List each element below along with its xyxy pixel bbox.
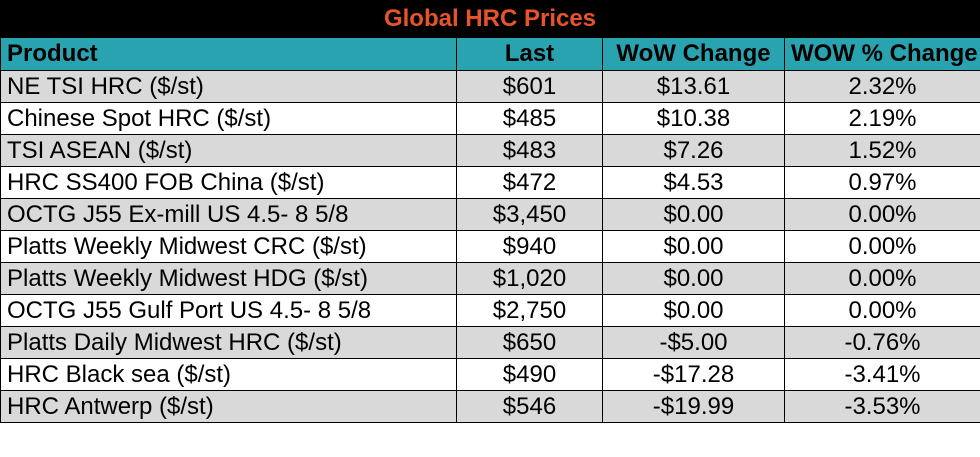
cell-wow-pct: 0.97%	[784, 166, 980, 199]
cell-wow-pct: -3.53%	[784, 390, 980, 423]
cell-last: $485	[456, 102, 603, 135]
cell-wow-pct: 2.32%	[784, 70, 980, 103]
cell-product: Platts Weekly Midwest CRC ($/st)	[0, 230, 457, 263]
cell-wow-change: $0.00	[602, 230, 785, 263]
cell-product: HRC Black sea ($/st)	[0, 358, 457, 391]
price-table: Product Last WoW Change WOW % Change NE …	[0, 37, 980, 423]
cell-wow-change: $0.00	[602, 294, 785, 327]
cell-last: $490	[456, 358, 603, 391]
cell-product: Platts Daily Midwest HRC ($/st)	[0, 326, 457, 359]
cell-wow-change: $0.00	[602, 198, 785, 231]
table-row: HRC SS400 FOB China ($/st) $472 $4.53 0.97%	[0, 166, 980, 199]
table-row: Platts Weekly Midwest CRC ($/st) $940 $0.0…	[0, 230, 980, 263]
table-row: HRC Black sea ($/st) $490 -$17.28 -3.41%	[0, 358, 980, 391]
cell-product: NE TSI HRC ($/st)	[0, 70, 457, 103]
table-title: Global HRC Prices	[0, 0, 980, 37]
header-row: Product Last WoW Change WOW % Change	[0, 37, 980, 71]
cell-product: HRC SS400 FOB China ($/st)	[0, 166, 457, 199]
cell-wow-change: -$17.28	[602, 358, 785, 391]
table-row: OCTG J55 Gulf Port US 4.5- 8 5/8 $2,750 $0…	[0, 294, 980, 327]
table-row: Platts Daily Midwest HRC ($/st) $650 -$5.0…	[0, 326, 980, 359]
cell-last: $650	[456, 326, 603, 359]
cell-wow-pct: -0.76%	[784, 326, 980, 359]
cell-wow-pct: 0.00%	[784, 294, 980, 327]
table-row: TSI ASEAN ($/st) $483 $7.26 1.52%	[0, 134, 980, 167]
table-row: NE TSI HRC ($/st) $601 $13.61 2.32%	[0, 70, 980, 103]
cell-wow-pct: 1.52%	[784, 134, 980, 167]
cell-last: $546	[456, 390, 603, 423]
cell-last: $601	[456, 70, 603, 103]
cell-wow-change: $7.26	[602, 134, 785, 167]
header-wow-change: WoW Change	[602, 37, 785, 71]
cell-last: $940	[456, 230, 603, 263]
cell-last: $472	[456, 166, 603, 199]
cell-wow-change: -$5.00	[602, 326, 785, 359]
cell-product: OCTG J55 Ex-mill US 4.5- 8 5/8	[0, 198, 457, 231]
cell-wow-pct: 0.00%	[784, 198, 980, 231]
cell-wow-change: -$19.99	[602, 390, 785, 423]
cell-wow-pct: -3.41%	[784, 358, 980, 391]
cell-product: Chinese Spot HRC ($/st)	[0, 102, 457, 135]
cell-product: Platts Weekly Midwest HDG ($/st)	[0, 262, 457, 295]
cell-wow-pct: 2.19%	[784, 102, 980, 135]
cell-product: HRC Antwerp ($/st)	[0, 390, 457, 423]
cell-wow-pct: 0.00%	[784, 230, 980, 263]
cell-last: $1,020	[456, 262, 603, 295]
table-row: Platts Weekly Midwest HDG ($/st) $1,020 $0…	[0, 262, 980, 295]
cell-wow-change: $13.61	[602, 70, 785, 103]
cell-product: OCTG J55 Gulf Port US 4.5- 8 5/8	[0, 294, 457, 327]
table-row: HRC Antwerp ($/st) $546 -$19.99 -3.53%	[0, 390, 980, 423]
header-wow-pct-change: WOW % Change	[784, 37, 980, 71]
cell-product: TSI ASEAN ($/st)	[0, 134, 457, 167]
cell-wow-pct: 0.00%	[784, 262, 980, 295]
header-product: Product	[0, 37, 457, 71]
cell-last: $3,450	[456, 198, 603, 231]
cell-last: $2,750	[456, 294, 603, 327]
table-row: OCTG J55 Ex-mill US 4.5- 8 5/8 $3,450 $0.0…	[0, 198, 980, 231]
cell-wow-change: $10.38	[602, 102, 785, 135]
table-row: Chinese Spot HRC ($/st) $485 $10.38 2.19%	[0, 102, 980, 135]
cell-wow-change: $0.00	[602, 262, 785, 295]
header-last: Last	[456, 37, 603, 71]
cell-wow-change: $4.53	[602, 166, 785, 199]
table-body: NE TSI HRC ($/st) $601 $13.61 2.32% Chinese …	[0, 70, 980, 423]
cell-last: $483	[456, 134, 603, 167]
